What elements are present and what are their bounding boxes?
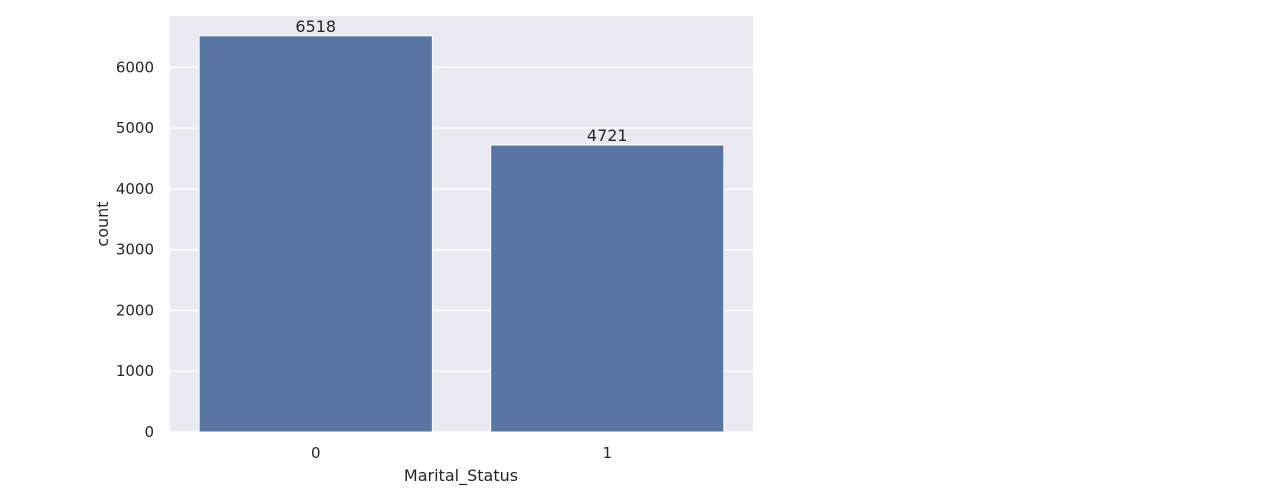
bar-data-label-1: 4721 (587, 126, 628, 145)
bar-1 (490, 144, 725, 433)
y-tick-label: 3000 (116, 241, 154, 259)
bar-data-labels: 6518 4721 (295, 17, 627, 145)
bar-0 (198, 35, 433, 433)
y-axis-label: count (93, 201, 112, 246)
y-tick-label: 1000 (116, 362, 154, 380)
bars (198, 35, 725, 433)
bar-data-label-0: 6518 (295, 17, 336, 36)
x-tick-label-1: 1 (602, 444, 612, 462)
y-tick-label: 6000 (116, 58, 154, 76)
y-axis-ticks: 0 1000 2000 3000 4000 5000 6000 (116, 58, 154, 441)
y-tick-label: 2000 (116, 301, 154, 319)
x-tick-label-0: 0 (311, 444, 321, 462)
y-tick-label: 4000 (116, 180, 154, 198)
y-tick-label: 0 (144, 423, 154, 441)
x-axis-label: Marital_Status (404, 466, 518, 486)
y-tick-label: 5000 (116, 119, 154, 137)
